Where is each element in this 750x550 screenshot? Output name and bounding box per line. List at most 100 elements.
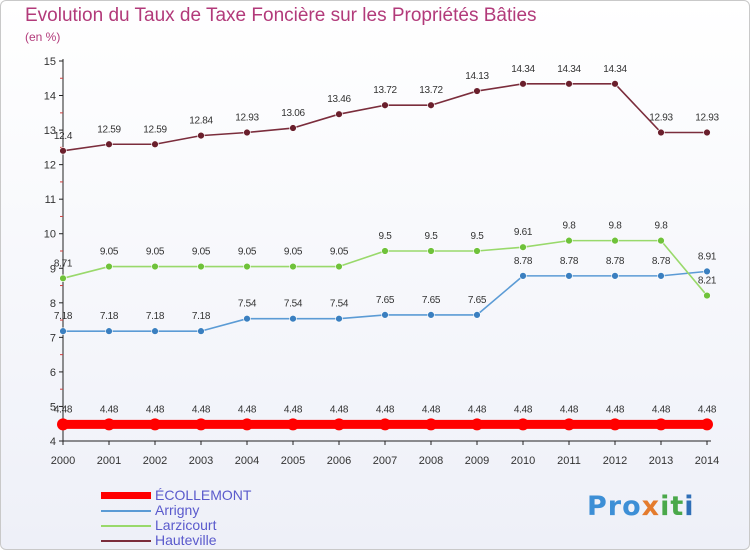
data-label: 9.05 — [330, 247, 349, 258]
y-tick-label: 5 — [50, 401, 56, 413]
data-point — [565, 272, 573, 280]
data-point — [287, 418, 299, 431]
y-tick-label: 15 — [44, 56, 56, 68]
data-point — [519, 243, 527, 251]
data-point — [611, 272, 619, 280]
data-point — [471, 418, 483, 431]
data-label: 4.48 — [606, 404, 625, 415]
data-label: 9.8 — [608, 221, 622, 232]
data-label: 14.34 — [557, 64, 581, 75]
data-point — [289, 124, 297, 132]
data-point — [427, 247, 435, 255]
data-label: 14.13 — [465, 71, 489, 82]
data-point — [657, 128, 665, 137]
x-tick-label: 2011 — [557, 455, 581, 467]
data-label: 4.48 — [652, 404, 671, 415]
data-label: 7.65 — [468, 295, 487, 306]
data-label: 13.72 — [419, 85, 443, 96]
data-label: 12.93 — [695, 113, 719, 124]
data-point — [517, 418, 529, 431]
data-point — [563, 418, 575, 431]
data-point — [473, 247, 481, 255]
x-tick-label: 2012 — [603, 455, 627, 467]
chart-title: Evolution du Taux de Taxe Foncière sur l… — [25, 5, 537, 26]
data-point — [241, 418, 253, 431]
data-point — [103, 418, 115, 431]
data-label: 13.06 — [281, 108, 305, 119]
data-label: 9.5 — [470, 231, 484, 242]
data-label: 4.48 — [422, 404, 441, 415]
data-label: 4.48 — [192, 404, 211, 415]
data-point — [381, 101, 389, 109]
data-point — [59, 274, 67, 282]
data-point — [289, 262, 297, 271]
data-label: 4.48 — [284, 404, 303, 415]
x-tick-label: 2006 — [327, 455, 351, 467]
data-point — [657, 236, 665, 245]
legend-label-1: Arrigny — [155, 502, 200, 518]
data-label: 7.65 — [376, 295, 395, 306]
data-label: 12.4 — [54, 131, 73, 142]
data-label: 9.05 — [238, 247, 257, 258]
y-tick-label: 4 — [50, 436, 56, 448]
data-label: 4.48 — [100, 404, 119, 415]
y-tick-label: 6 — [50, 367, 56, 379]
data-point — [611, 80, 619, 88]
proxiti-logo: Proxiti — [587, 491, 695, 522]
data-label: 4.48 — [146, 404, 165, 415]
y-tick-label: 9 — [50, 263, 56, 275]
data-point — [655, 418, 667, 431]
data-point — [243, 315, 251, 323]
x-tick-label: 2008 — [419, 455, 443, 467]
data-point — [289, 315, 297, 323]
data-point — [197, 262, 205, 271]
data-point — [703, 128, 711, 137]
data-point — [105, 262, 113, 271]
data-label: 4.48 — [238, 404, 257, 415]
y-tick-label: 14 — [44, 91, 56, 103]
data-point — [473, 87, 481, 95]
data-point — [609, 418, 621, 431]
data-label: 14.34 — [603, 64, 627, 75]
data-point — [703, 291, 711, 300]
x-tick-label: 2003 — [189, 455, 213, 467]
data-label: 7.18 — [192, 311, 211, 322]
data-point — [565, 80, 573, 88]
data-label: 14.34 — [511, 64, 535, 75]
data-label: 9.05 — [284, 247, 303, 258]
logo-part-2: x — [641, 491, 661, 522]
data-point — [519, 80, 527, 88]
data-point — [381, 247, 389, 255]
data-label: 12.59 — [143, 124, 167, 135]
data-label: 9.61 — [514, 227, 533, 238]
data-point — [703, 267, 711, 276]
x-tick-label: 2005 — [281, 455, 305, 467]
data-point — [333, 418, 345, 431]
data-point — [379, 418, 391, 431]
data-label: 4.48 — [560, 404, 579, 415]
legend-label-2: Larzicourt — [155, 517, 217, 533]
data-point — [657, 272, 665, 280]
legend-label-0: ÉCOLLEMONT — [155, 487, 252, 503]
data-label: 7.18 — [146, 311, 165, 322]
legend-swatch-2 — [101, 525, 151, 527]
x-tick-label: 2001 — [97, 455, 121, 467]
x-tick-label: 2004 — [235, 455, 259, 467]
legend-swatch-1 — [101, 510, 151, 512]
data-label: 12.93 — [649, 113, 673, 124]
data-point — [335, 315, 343, 323]
data-point — [195, 418, 207, 431]
x-tick-label: 2009 — [465, 455, 489, 467]
data-label: 9.8 — [562, 221, 576, 232]
data-point — [427, 101, 435, 109]
x-tick-label: 2014 — [695, 455, 719, 467]
data-point — [151, 327, 159, 335]
data-label: 9.8 — [654, 221, 668, 232]
data-point — [243, 262, 251, 271]
data-point — [151, 140, 159, 148]
data-label: 9.05 — [100, 247, 119, 258]
data-point — [57, 418, 69, 431]
data-label: 8.91 — [698, 251, 717, 262]
data-point — [335, 110, 343, 118]
